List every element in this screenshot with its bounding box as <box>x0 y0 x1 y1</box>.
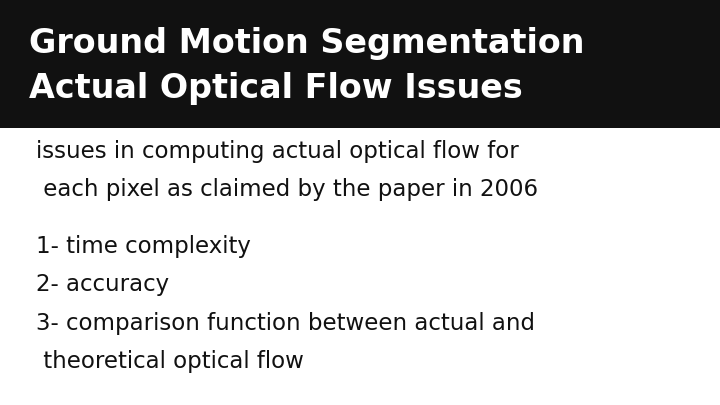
Text: 1- time complexity: 1- time complexity <box>36 235 251 258</box>
Text: theoretical optical flow: theoretical optical flow <box>36 350 304 373</box>
Text: Ground Motion Segmentation: Ground Motion Segmentation <box>29 27 585 60</box>
Bar <box>0 0 720 128</box>
Text: Actual Optical Flow Issues: Actual Optical Flow Issues <box>29 72 523 104</box>
Text: 2- accuracy: 2- accuracy <box>36 273 169 296</box>
Text: 3- comparison function between actual and: 3- comparison function between actual an… <box>36 312 535 335</box>
Text: each pixel as claimed by the paper in 2006: each pixel as claimed by the paper in 20… <box>36 178 538 201</box>
Text: issues in computing actual optical flow for: issues in computing actual optical flow … <box>36 140 518 163</box>
